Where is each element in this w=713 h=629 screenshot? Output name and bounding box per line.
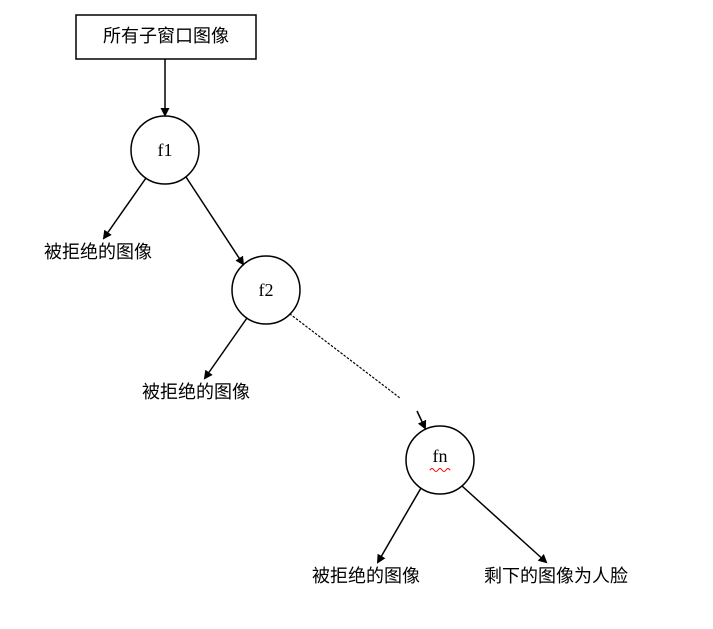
edge-arrow — [104, 178, 146, 238]
node-f1-label: f1 — [158, 140, 173, 160]
edge-arrow — [462, 486, 546, 562]
leaf-rejected-2: 被拒绝的图像 — [142, 382, 250, 402]
node-f2-label: f2 — [259, 280, 274, 300]
node-fn: fn — [406, 426, 474, 494]
leaf-rejected-1: 被拒绝的图像 — [44, 242, 152, 262]
root-box: 所有子窗口图像 — [76, 15, 256, 59]
edge-arrow — [205, 318, 247, 378]
leaf-accepted: 剩下的图像为人脸 — [484, 566, 628, 586]
edge-arrow — [378, 488, 421, 562]
edge-dotted — [290, 314, 400, 398]
node-f1: f1 — [131, 116, 199, 184]
leaf-rejected-3: 被拒绝的图像 — [312, 566, 420, 586]
node-fn-label: fn — [433, 446, 448, 466]
root-box-label: 所有子窗口图像 — [103, 26, 229, 46]
edge-arrow — [417, 411, 425, 428]
edge-arrow — [186, 177, 243, 264]
